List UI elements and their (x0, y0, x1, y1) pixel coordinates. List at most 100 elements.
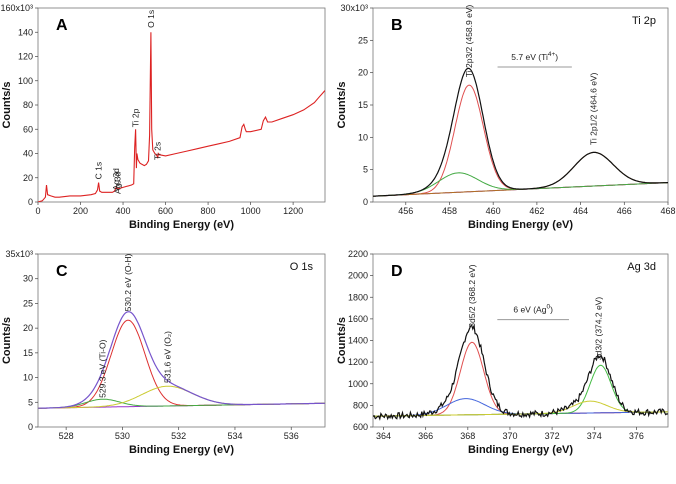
x-axis-label: Binding Energy (eV) (129, 219, 234, 231)
y-tick-label: 60 (23, 124, 33, 134)
panel-c: 528 530 532 534 536 0 5 10 15 20 25 30 35x10³ Binding… (1, 249, 326, 456)
x-tick-label: 534 (227, 431, 242, 441)
y-tick-label: 35x10³ (5, 249, 33, 259)
y-tick-label: 1200 (348, 357, 368, 367)
y-tick-label: 1600 (348, 314, 368, 324)
core-level-label: Ti 2p (632, 15, 656, 27)
y-tick-label: 600 (353, 422, 368, 432)
y-tick-label: 30x10³ (340, 3, 368, 13)
x-tick-label: 0 (35, 206, 40, 216)
y-tick-label: 25 (358, 35, 368, 45)
y-tick-label: 20 (23, 173, 33, 183)
x-tick-label: 600 (158, 206, 173, 216)
fit-component-line (38, 319, 325, 409)
y-tick-label: 5 (28, 397, 33, 407)
x-tick-label: 374 (587, 431, 602, 441)
x-tick-label: 800 (201, 206, 216, 216)
peak-annotation: Ag 3d (111, 168, 121, 190)
y-tick-label: 10 (358, 132, 368, 142)
panel-letter: C (56, 263, 68, 280)
fit-component-line (373, 400, 668, 417)
y-tick-label: 25 (23, 298, 33, 308)
y-tick-label: 2200 (348, 249, 368, 259)
y-tick-label: 160x10³ (0, 3, 33, 13)
y-tick-label: 30 (23, 274, 33, 284)
y-tick-label: 800 (353, 400, 368, 410)
x-tick-label: 364 (376, 431, 391, 441)
peak-annotation: 3d3/2 (374.2 eV) (593, 297, 603, 360)
plot-area (373, 67, 668, 197)
panel-a: 0 200 400 600 800 1000 1200 0 20 40 60 80 100 120 140 1… (0, 3, 326, 231)
y-axis-label: Counts/s (1, 81, 13, 128)
peak-annotation: Ti 2p1/2 (464.6 eV) (589, 72, 599, 145)
y-tick-label: 1000 (348, 379, 368, 389)
y-tick-label: 15 (23, 348, 33, 358)
x-tick-label: 400 (116, 206, 131, 216)
y-axis-label: Counts/s (336, 81, 348, 128)
x-tick-label: 528 (59, 431, 74, 441)
survey-spectrum-line (38, 32, 325, 202)
fit-component-line (373, 172, 668, 197)
envelope-line (373, 324, 668, 421)
x-tick-label: 536 (284, 431, 299, 441)
y-tick-label: 1400 (348, 336, 368, 346)
x-tick-label: 456 (398, 206, 413, 216)
peak-annotation: 529.3 eV (Ti-O) (98, 339, 108, 397)
plot-area (38, 311, 325, 409)
x-tick-label: 370 (502, 431, 517, 441)
x-axis-label: Binding Energy (eV) (468, 219, 573, 231)
splitting-label: 6 eV (Ag0) (513, 304, 553, 315)
y-tick-label: 2000 (348, 271, 368, 281)
core-level-label: Ag 3d (627, 261, 656, 273)
plot-frame (37, 253, 326, 428)
x-axis-label: Binding Energy (eV) (129, 444, 234, 456)
peak-annotation: O 1s (146, 10, 156, 28)
x-tick-label: 468 (660, 206, 675, 216)
core-level-label: O 1s (290, 261, 314, 273)
y-tick-label: 0 (28, 197, 33, 207)
y-axis-label: Counts/s (336, 317, 348, 364)
x-tick-label: 458 (442, 206, 457, 216)
x-tick-label: 368 (460, 431, 475, 441)
x-tick-label: 376 (629, 431, 644, 441)
y-tick-label: 80 (23, 100, 33, 110)
peak-annotation: Ti 2p3/2 (458.9 eV) (464, 5, 474, 78)
x-tick-label: 464 (573, 206, 588, 216)
panel-d: 364 366 368 370 372 374 376 600 800 1000 1200 1400 1… (336, 249, 669, 456)
panel-b: 456 458 460 462 464 466 468 0 5 10 15 20 25 30x10³ Bin… (336, 3, 676, 231)
x-tick-label: 530 (115, 431, 130, 441)
panel-letter: A (56, 17, 68, 34)
plot-frame (372, 253, 669, 428)
y-tick-label: 0 (363, 197, 368, 207)
y-tick-label: 15 (358, 100, 368, 110)
y-axis-label: Counts/s (1, 317, 13, 364)
y-tick-label: 10 (23, 373, 33, 383)
panel-letter: D (391, 263, 403, 280)
x-tick-label: 462 (529, 206, 544, 216)
y-tick-label: 100 (18, 76, 33, 86)
x-tick-label: 372 (545, 431, 560, 441)
y-tick-label: 40 (23, 149, 33, 159)
x-axis-label: Binding Energy (eV) (468, 444, 573, 456)
peak-annotation: Ti 2s (153, 142, 163, 160)
y-tick-label: 1800 (348, 292, 368, 302)
peak-annotation: 531.6 eV (O₂) (162, 331, 172, 383)
y-tick-label: 120 (18, 52, 33, 62)
x-tick-label: 1000 (241, 206, 261, 216)
panel-letter: B (391, 17, 403, 34)
x-tick-label: 200 (73, 206, 88, 216)
peak-annotation: Ag 3d (113, 171, 123, 193)
x-tick-label: 460 (486, 206, 501, 216)
y-tick-label: 20 (358, 68, 368, 78)
plot-frame (37, 7, 326, 203)
y-tick-label: 20 (23, 323, 33, 333)
x-tick-label: 366 (418, 431, 433, 441)
x-tick-label: 1200 (283, 206, 303, 216)
envelope-line (373, 67, 668, 197)
plot-area (38, 32, 325, 202)
peak-annotation: C 1s (94, 162, 104, 179)
envelope-line (38, 311, 325, 409)
plot-frame (372, 7, 669, 203)
peak-annotation: 3d5/2 (368.2 eV) (467, 264, 477, 327)
